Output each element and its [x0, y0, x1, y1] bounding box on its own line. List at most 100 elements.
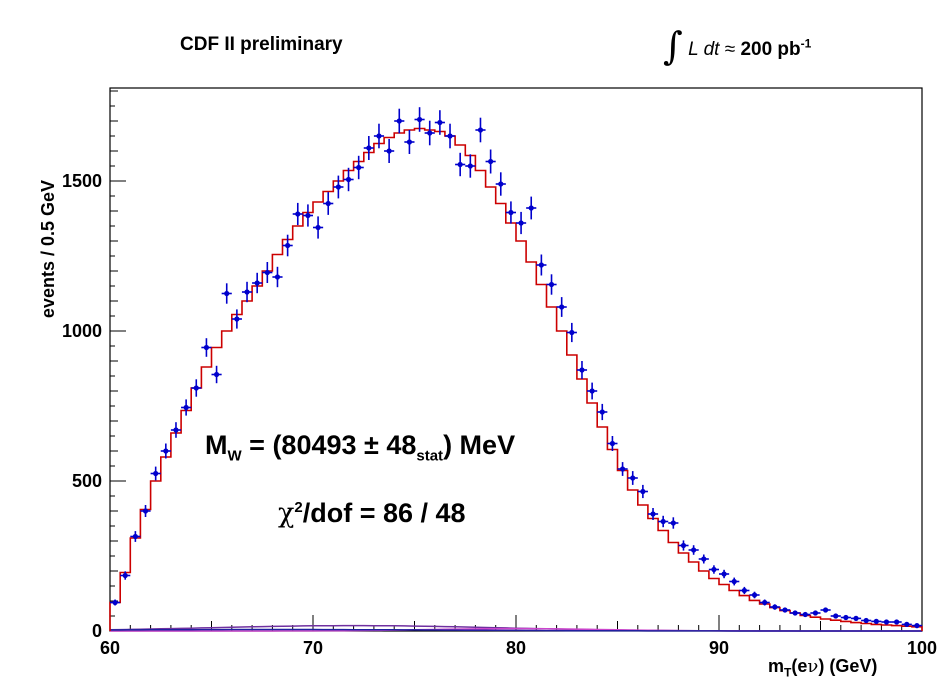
data-marker — [579, 367, 585, 373]
data-point — [597, 403, 608, 421]
data-point — [627, 471, 638, 485]
x-axis-nu: ν — [807, 656, 819, 677]
data-marker — [518, 220, 524, 226]
data-point — [698, 554, 709, 564]
data-point — [566, 322, 577, 343]
data-marker — [569, 329, 575, 336]
data-marker — [914, 623, 920, 629]
data-point — [444, 123, 456, 149]
data-point — [404, 130, 415, 154]
data-point — [668, 517, 679, 529]
data-point — [587, 382, 598, 400]
data-point — [516, 211, 527, 235]
x-tick-label: 90 — [709, 638, 729, 658]
data-point — [282, 234, 293, 257]
y-tick-label: 0 — [92, 621, 102, 641]
y-tick-label: 1500 — [62, 171, 102, 191]
y-tick-label: 500 — [72, 471, 102, 491]
data-point — [617, 462, 628, 476]
data-point — [353, 155, 364, 180]
data-point — [120, 571, 131, 580]
data-point — [647, 508, 659, 520]
data-point — [231, 309, 242, 329]
y-axis-ticks: 0 500 1000 1500 — [62, 90, 126, 641]
luminosity-value: 200 pb — [740, 39, 801, 61]
data-marker — [457, 161, 463, 168]
data-marker — [904, 621, 910, 628]
data-point — [211, 365, 222, 384]
data-marker — [548, 281, 555, 288]
data-marker — [751, 592, 758, 598]
data-marker — [883, 619, 890, 625]
data-marker — [528, 205, 534, 211]
data-marker — [366, 145, 372, 151]
data-point — [241, 281, 253, 303]
data-point — [262, 262, 273, 283]
data-point — [191, 379, 202, 397]
data-point — [820, 607, 831, 613]
data-point — [343, 167, 354, 192]
data-marker — [416, 116, 423, 123]
data-marker — [538, 262, 544, 268]
data-point — [556, 297, 567, 317]
stat-subscript: stat — [416, 447, 444, 465]
data-point — [221, 283, 232, 304]
data-point — [292, 202, 303, 226]
background-curves — [109, 624, 922, 632]
data-point — [576, 361, 588, 379]
data-marker — [650, 511, 656, 517]
w-mass-result: MW = (80493 ± 48stat) MeV — [205, 430, 515, 464]
data-marker — [477, 127, 484, 133]
data-point — [739, 586, 750, 595]
data-marker — [488, 158, 494, 165]
x-tick-label: 60 — [100, 638, 120, 658]
data-point — [252, 272, 263, 294]
data-marker — [163, 448, 169, 454]
mass-value: = (80493 ± 48 — [241, 430, 417, 460]
x-axis-label: mT(eν) (GeV) — [768, 656, 877, 680]
data-point — [891, 619, 902, 625]
data-marker — [335, 184, 341, 190]
data-point — [719, 569, 730, 579]
data-marker — [691, 547, 697, 553]
data-point — [810, 610, 821, 616]
data-marker — [833, 613, 839, 619]
data-point — [850, 615, 862, 622]
data-points — [110, 107, 922, 629]
x-tick-label: 70 — [303, 638, 323, 658]
data-marker — [640, 488, 646, 495]
data-point — [150, 466, 161, 481]
data-marker — [173, 427, 179, 433]
luminosity-label: ∫ L dt ≈ 200 pb-1 — [663, 24, 811, 72]
data-marker — [254, 280, 260, 286]
data-point — [160, 443, 171, 459]
data-marker — [762, 599, 768, 606]
data-point — [363, 136, 374, 160]
plot-frame — [109, 87, 923, 632]
data-marker — [802, 611, 808, 618]
data-point — [779, 607, 791, 613]
data-point — [881, 619, 892, 625]
data-marker — [792, 610, 798, 616]
data-marker — [305, 212, 311, 219]
data-marker — [406, 139, 413, 145]
data-marker — [345, 176, 352, 183]
data-point — [414, 107, 425, 132]
data-marker — [437, 119, 443, 126]
x-tick-label: 80 — [506, 638, 526, 658]
fit-step-line — [109, 127, 923, 631]
integral-sign: ∫ — [663, 24, 683, 68]
luminosity-integrand: L dt — [688, 39, 720, 61]
data-marker — [772, 604, 778, 610]
y-axis-label: events / 0.5 GeV — [38, 180, 58, 319]
x-axis-open: (e — [791, 656, 808, 676]
chi2-result: χ2/dof = 86 / 48 — [278, 498, 466, 529]
data-marker — [153, 470, 159, 477]
y-tick-label: 1000 — [62, 321, 102, 341]
data-marker — [812, 610, 819, 616]
data-point — [110, 599, 121, 606]
data-point — [546, 274, 557, 295]
data-marker — [680, 542, 687, 549]
data-marker — [609, 440, 616, 447]
